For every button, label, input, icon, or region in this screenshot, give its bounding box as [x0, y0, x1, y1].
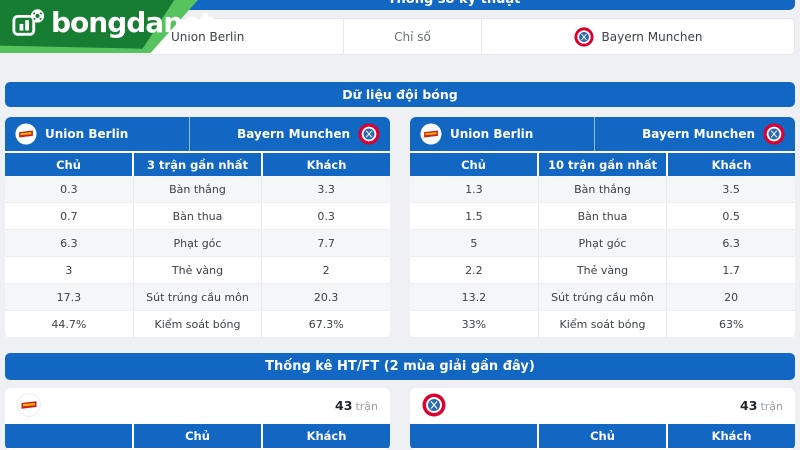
column-header-row: Chủ 10 trận gần nhất Khách	[410, 151, 795, 176]
htft-column-header-row: Chủ Khách	[5, 422, 390, 448]
column-header-row: Chủ 3 trận gần nhất Khách	[5, 151, 390, 176]
top-away-team[interactable]: Bayern Munchen	[482, 19, 794, 54]
panel-away-team[interactable]: Bayern Munchen	[190, 117, 390, 151]
bayern-munchen-logo-icon	[763, 123, 785, 145]
col-home: Chủ	[5, 153, 132, 176]
panel-away-team[interactable]: Bayern Munchen	[595, 117, 795, 151]
panel-team-header: Union Berlin Bayern Munchen	[410, 117, 795, 151]
top-home-team-name: Union Berlin	[171, 29, 245, 44]
htft-panel-bayern: 43 trận Chủ Khách	[410, 388, 795, 450]
table-row: 13.2 Sút trúng cầu môn 20	[410, 284, 795, 311]
table-row: 1.3 Bàn thắng 3.5	[410, 176, 795, 203]
table-row: 5 Phạt góc 6.3	[410, 230, 795, 257]
panel-home-team[interactable]: Union Berlin	[5, 117, 190, 151]
htft-panel-union: 43 trận Chủ Khách	[5, 388, 390, 450]
union-berlin-logo-icon[interactable]	[17, 393, 41, 417]
tech-specs-title: Thông số kỹ thuật	[388, 0, 521, 7]
table-row: 17.3 Sút trúng cầu môn 20.3	[5, 284, 390, 311]
col-away: Khách	[263, 424, 390, 448]
col-period: 10 trận gần nhất	[539, 153, 666, 176]
panel-home-team[interactable]: Union Berlin	[410, 117, 595, 151]
union-berlin-logo-icon	[15, 123, 37, 145]
panel-team-header: Union Berlin Bayern Munchen	[5, 117, 390, 151]
section-title-htft: Thống kê HT/FT (2 mùa giải gần đây)	[5, 353, 795, 380]
table-row: 33% Kiểm soát bóng 63%	[410, 311, 795, 338]
col-empty	[5, 424, 132, 448]
htft-team-row: 43 trận	[5, 388, 390, 422]
col-home: Chủ	[410, 153, 537, 176]
bayern-munchen-logo-icon[interactable]	[422, 393, 446, 417]
brand-name: bongdanet	[51, 6, 214, 39]
section-title-team-data: Dữ liệu đội bóng	[5, 82, 795, 107]
table-row: 2.2 Thẻ vàng 1.7	[410, 257, 795, 284]
bayern-munchen-logo-icon	[358, 123, 380, 145]
top-stats-label: Chỉ số	[343, 19, 482, 54]
col-empty	[410, 424, 537, 448]
match-header-table: Union Berlin Chỉ số Bayern Munchen	[135, 18, 795, 55]
table-row: 0.3 Bàn thắng 3.3	[5, 176, 390, 203]
brand-ribbon	[0, 0, 175, 49]
tech-specs-banner: Thông số kỹ thuật	[113, 0, 795, 10]
union-berlin-logo-icon	[420, 123, 442, 145]
table-row: 0.7 Bàn thua 0.3	[5, 203, 390, 230]
col-away: Khách	[668, 153, 795, 176]
col-away: Khách	[668, 424, 795, 448]
table-row: 3 Thẻ vàng 2	[5, 257, 390, 284]
matches-count: 43 trận	[335, 397, 378, 413]
htft-team-row: 43 trận	[410, 388, 795, 422]
team-data-panel-last3: Union Berlin Bayern Munchen Chủ 3 trận g…	[5, 117, 390, 338]
table-row: 44.7% Kiểm soát bóng 67.3%	[5, 311, 390, 338]
table-row: 6.3 Phạt góc 7.7	[5, 230, 390, 257]
col-home: Chủ	[134, 424, 261, 448]
brand-logo[interactable]: bongdanet	[0, 0, 214, 53]
bayern-munchen-logo-icon	[573, 26, 594, 47]
table-row: 1.5 Bàn thua 0.5	[410, 203, 795, 230]
htft-column-header-row: Chủ Khách	[410, 422, 795, 448]
col-period: 3 trận gần nhất	[134, 153, 261, 176]
matches-count: 43 trận	[740, 397, 783, 413]
team-data-panel-last10: Union Berlin Bayern Munchen Chủ 10 trận …	[410, 117, 795, 338]
col-home: Chủ	[539, 424, 666, 448]
col-away: Khách	[263, 153, 390, 176]
top-away-team-name: Bayern Munchen	[601, 29, 703, 44]
brand-chart-ball-icon	[12, 7, 46, 39]
